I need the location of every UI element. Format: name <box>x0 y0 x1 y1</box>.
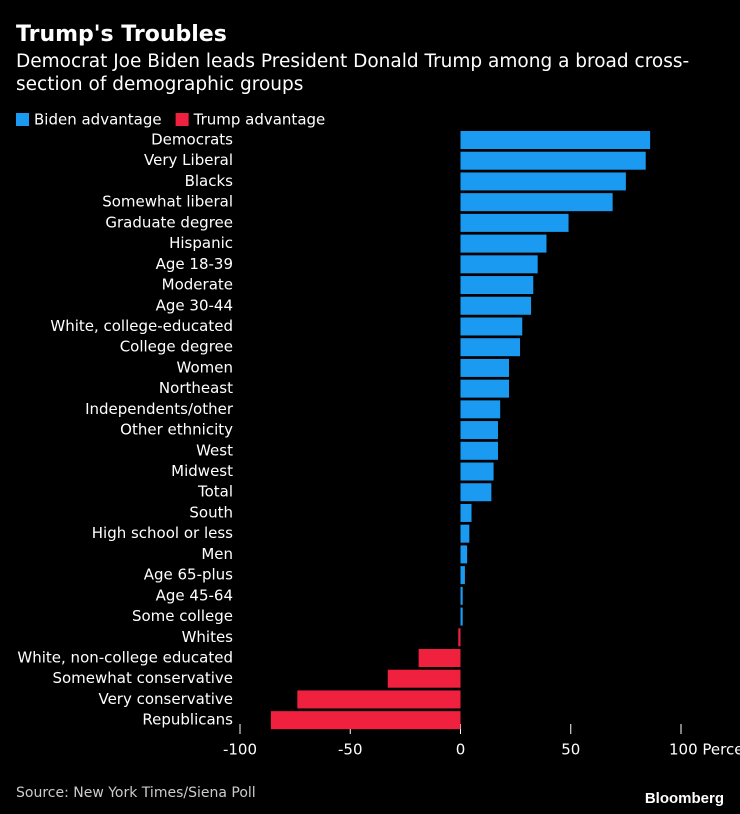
bar <box>460 607 463 626</box>
bar <box>460 462 494 481</box>
bar <box>460 441 498 460</box>
y-tick-label: Whites <box>182 628 234 646</box>
y-tick-label: White, non-college educated <box>17 649 233 667</box>
legend-swatch <box>175 113 189 126</box>
bar <box>460 379 510 398</box>
bar <box>460 234 547 253</box>
y-tick-label: High school or less <box>92 524 233 542</box>
y-tick-label: Age 30-44 <box>156 296 233 314</box>
x-tick-label: 0 <box>456 741 466 759</box>
bar <box>460 421 498 440</box>
bar <box>460 400 501 419</box>
bar <box>460 566 465 585</box>
y-tick-label: Graduate degree <box>105 213 233 231</box>
y-tick-label: Age 45-64 <box>156 586 233 604</box>
bar <box>460 296 532 315</box>
y-tick-label: Somewhat conservative <box>52 669 233 687</box>
bar <box>460 193 613 212</box>
bar <box>460 276 534 295</box>
x-tick-label: 100 Percent <box>669 741 740 759</box>
y-tick-label: Independents/other <box>85 400 234 418</box>
y-tick-label: Women <box>177 358 233 376</box>
bar <box>460 338 521 357</box>
bar <box>460 545 468 564</box>
brand: Bloomberg <box>645 790 724 807</box>
bar <box>458 628 461 647</box>
bar <box>270 711 461 730</box>
y-tick-label: Other ethnicity <box>120 421 233 439</box>
y-tick-label: South <box>189 503 233 521</box>
x-tick-label: 50 <box>561 741 580 759</box>
y-tick-label: College degree <box>120 338 233 356</box>
y-tick-label: Total <box>197 483 233 501</box>
source: Source: New York Times/Siena Poll <box>16 785 256 801</box>
bar <box>418 649 461 667</box>
bar <box>297 690 461 709</box>
bar <box>460 524 470 543</box>
y-tick-label: Men <box>201 545 233 563</box>
y-tick-label: Hispanic <box>169 234 233 252</box>
y-tick-label: West <box>196 441 233 459</box>
bar <box>460 317 523 336</box>
y-tick-label: White, college-educated <box>50 317 233 335</box>
bar <box>460 586 463 605</box>
bar <box>460 358 510 377</box>
chart-title: Trump's Troubles <box>16 22 227 47</box>
bar <box>460 131 651 149</box>
y-tick-label: Age 65-plus <box>144 566 233 584</box>
y-tick-label: Moderate <box>162 276 233 294</box>
x-tick-label: -50 <box>338 741 363 759</box>
bar <box>460 213 569 232</box>
y-tick-label: Blacks <box>185 172 234 190</box>
bar <box>460 172 626 191</box>
y-tick-label: Midwest <box>171 462 233 480</box>
legend-swatch <box>16 113 29 126</box>
legend-label: Biden advantage <box>34 111 162 129</box>
y-tick-label: Age 18-39 <box>156 255 233 273</box>
x-tick-label: -100 <box>223 741 257 759</box>
bar <box>460 151 646 170</box>
y-tick-label: Republicans <box>142 711 233 729</box>
bar <box>460 255 538 274</box>
bar <box>460 503 472 522</box>
y-tick-label: Democrats <box>151 131 233 149</box>
y-tick-label: Northeast <box>159 379 233 397</box>
bar <box>460 483 492 502</box>
legend-label: Trump advantage <box>193 111 326 129</box>
y-tick-label: Somewhat liberal <box>102 193 233 211</box>
y-tick-label: Some college <box>132 607 233 625</box>
y-tick-label: Very conservative <box>98 690 233 708</box>
chart-subtitle: Democrat Joe Biden leads President Donal… <box>16 51 690 95</box>
bar <box>387 669 461 688</box>
y-tick-label: Very Liberal <box>144 151 233 169</box>
